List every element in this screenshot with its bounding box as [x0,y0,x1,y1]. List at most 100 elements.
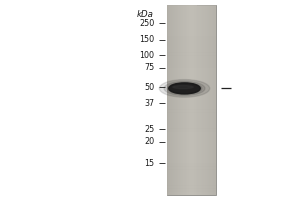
Text: 250: 250 [139,19,154,27]
Bar [184,5,186,195]
Text: 150: 150 [140,36,154,45]
Bar [193,5,194,195]
Bar [176,5,178,195]
Text: 20: 20 [144,138,154,146]
Bar [167,71,216,75]
Bar [167,106,216,110]
Bar [185,5,187,195]
Bar [169,5,171,195]
Ellipse shape [167,82,202,94]
Bar [167,24,216,27]
Bar [167,62,216,65]
Bar [173,5,175,195]
Bar [197,5,199,195]
Bar [209,5,210,195]
Bar [199,5,200,195]
Bar [206,5,207,195]
Bar [167,68,216,72]
Bar [178,5,180,195]
Bar [167,49,216,52]
Bar [208,5,209,195]
Bar [172,5,174,195]
Bar [192,5,194,195]
Bar [167,179,216,182]
Bar [167,30,216,34]
Bar [167,176,216,179]
Bar [198,5,200,195]
Bar [167,78,216,81]
Bar [167,173,216,176]
Bar [167,163,216,166]
Bar [167,192,216,195]
Text: 75: 75 [144,64,154,72]
Bar [167,185,216,189]
Bar [167,128,216,132]
Bar [167,144,216,148]
Bar [177,5,179,195]
Bar [167,135,216,138]
Bar [167,147,216,151]
Bar [167,74,216,78]
Bar [179,5,181,195]
Bar [189,5,190,195]
Bar [167,65,216,68]
Text: kDa: kDa [137,10,154,19]
Bar [187,5,189,195]
Bar [182,5,184,195]
Bar [167,46,216,49]
Bar [167,5,169,195]
Bar [167,36,216,40]
Bar [167,157,216,160]
Bar [211,5,212,195]
Bar [212,5,213,195]
Bar [167,11,216,15]
Bar [167,188,216,192]
Bar [203,5,204,195]
Bar [167,166,216,170]
Bar [195,5,196,195]
Bar [172,5,173,195]
Bar [167,131,216,135]
Bar [210,5,211,195]
Bar [167,14,216,18]
Bar [174,5,176,195]
Text: 15: 15 [144,158,154,168]
Bar [194,5,196,195]
Bar [167,125,216,129]
Bar [182,5,183,195]
Bar [167,55,216,59]
Bar [201,5,202,195]
Bar [167,112,216,116]
Bar [167,43,216,46]
Bar [200,5,202,195]
Bar [167,27,216,30]
Bar [167,141,216,144]
Bar [167,116,216,119]
Bar [183,5,184,195]
Bar [205,5,206,195]
Ellipse shape [169,83,200,94]
Text: 100: 100 [140,50,154,60]
Bar [167,8,216,11]
Bar [167,52,216,56]
Bar [167,182,216,186]
Text: 50: 50 [144,83,154,92]
Bar [186,5,188,195]
Bar [167,169,216,173]
Bar [167,103,216,106]
Bar [214,5,215,195]
Text: 37: 37 [144,99,154,108]
Bar [167,122,216,125]
Ellipse shape [159,80,210,97]
Bar [167,5,216,8]
Bar [213,5,214,195]
Bar [167,17,216,21]
Bar [190,5,191,195]
Bar [180,5,182,195]
Bar [167,59,216,62]
Bar [167,5,216,195]
Bar [196,5,197,195]
Bar [167,150,216,154]
Bar [167,100,216,103]
Bar [170,5,172,195]
